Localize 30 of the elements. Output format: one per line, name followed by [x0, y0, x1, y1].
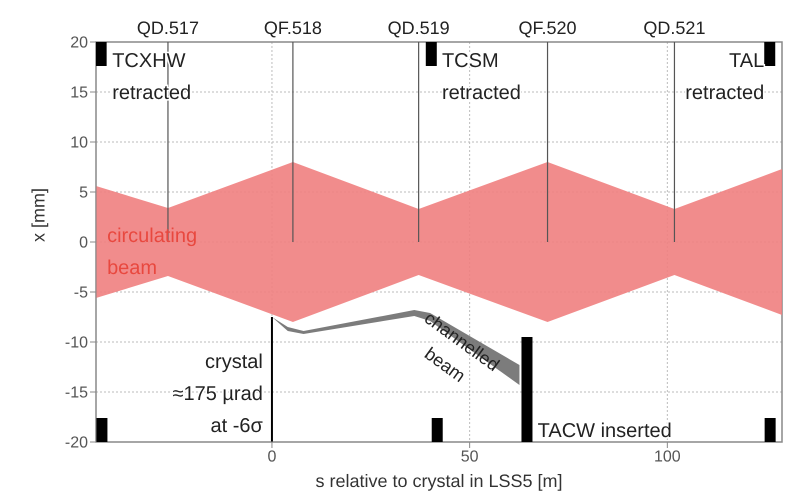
ref-line-label: QD.521: [643, 18, 706, 38]
annotation: TCSM retracted: [442, 50, 521, 104]
x-tick-label: 100: [654, 448, 681, 466]
ref-line-label: QF.518: [264, 18, 322, 38]
x-axis-title: s relative to crystal in LSS5 [m]: [315, 471, 563, 491]
ref-line-label: QF.520: [518, 18, 577, 38]
ref-line-label: QD.517: [136, 18, 199, 38]
bar: [426, 42, 437, 66]
bar: [96, 418, 108, 442]
y-tick-label: -20: [64, 434, 88, 452]
annotation: crystal ≈175 µrad at -6σ: [172, 351, 264, 437]
bar: [764, 42, 776, 66]
y-axis-title: x [mm]: [28, 188, 48, 242]
y-tick-label: -10: [64, 334, 88, 352]
bar: [96, 42, 107, 66]
x-tick-label: 50: [460, 448, 479, 466]
y-tick-label: 5: [79, 184, 88, 202]
y-tick-label: 20: [70, 34, 88, 52]
bar: [521, 337, 532, 442]
bar: [432, 418, 443, 442]
y-tick-label: 10: [70, 134, 88, 152]
annotation: TACW inserted: [538, 420, 672, 442]
y-tick-label: 15: [70, 84, 88, 102]
y-tick-label: -5: [74, 284, 88, 302]
bar: [764, 418, 776, 442]
y-tick-label: 0: [79, 234, 88, 252]
annotation: TAL retracted: [685, 50, 764, 104]
y-tick-label: -15: [64, 384, 88, 402]
x-tick-label: 0: [267, 448, 276, 466]
ref-line-label: QD.519: [388, 18, 450, 38]
